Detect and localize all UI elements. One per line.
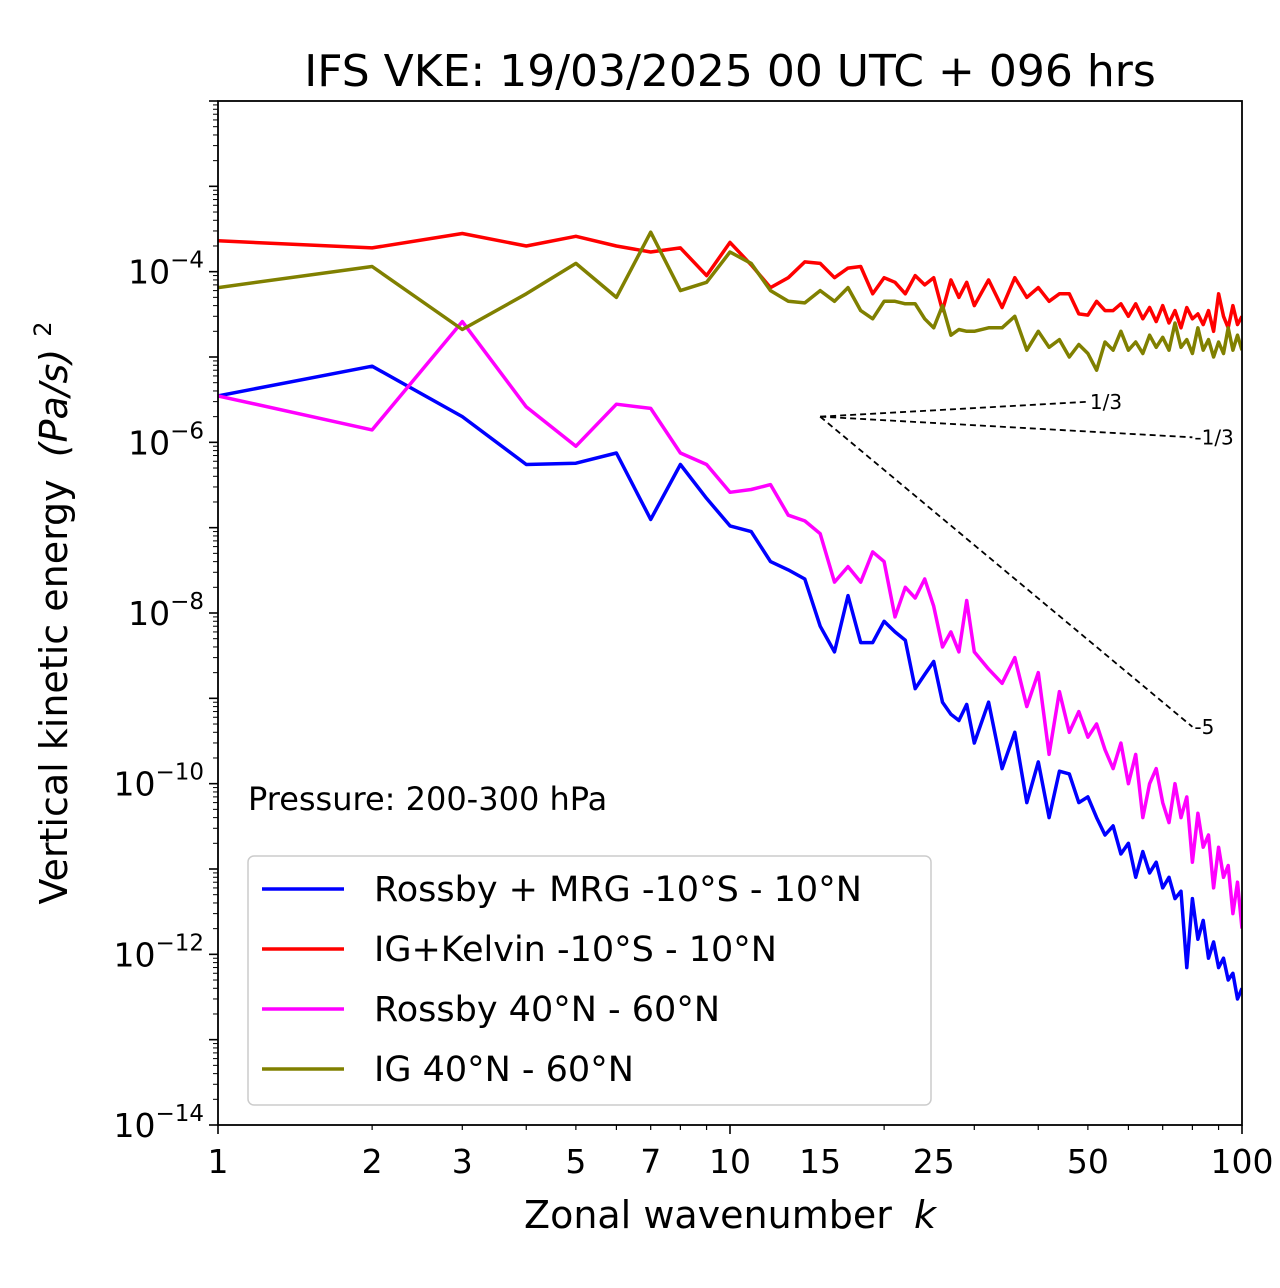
x-axis-label: Zonal wavenumber k: [524, 1193, 938, 1237]
reference-slopes: 1/3 -1/3 -5: [819, 390, 1234, 739]
y-tick-label: 10−14: [113, 1101, 204, 1145]
y-tick-label: 10−6: [128, 418, 204, 462]
y-axis-label-text: Vertical kinetic energy: [32, 479, 76, 904]
x-axis-label-text: Zonal wavenumber: [524, 1193, 892, 1237]
x-tick-label: 5: [565, 1142, 586, 1181]
slope-label-1: -1/3: [1194, 425, 1233, 449]
x-tick-label: 2: [362, 1142, 383, 1181]
y-tick-label: 10−4: [128, 248, 204, 292]
series-line-3: [218, 230, 1242, 372]
legend-label-0: Rossby + MRG -10°S - 10°N: [374, 870, 862, 910]
x-tick-label: 25: [913, 1142, 955, 1181]
slope-label-0: 1/3: [1090, 390, 1122, 414]
y-tick-label: 10−12: [113, 930, 204, 974]
pressure-annotation: Pressure: 200-300 hPa: [248, 780, 607, 818]
legend: Rossby + MRG -10°S - 10°N IG+Kelvin -10°S…: [247, 855, 932, 1106]
x-tick-label: 15: [799, 1142, 841, 1181]
x-tick-label: 7: [640, 1142, 661, 1181]
chart-title: IFS VKE: 19/03/2025 00 UTC + 096 hrs: [304, 46, 1156, 97]
x-tick-label: 50: [1067, 1142, 1109, 1181]
x-tick-label: 3: [452, 1142, 473, 1181]
legend-label-3: IG 40°N - 60°N: [374, 1050, 634, 1090]
x-axis-label-symbol: k: [914, 1193, 938, 1237]
series-line-1: [218, 231, 1242, 334]
series-line-2: [218, 319, 1242, 929]
x-tick-label: 10: [709, 1142, 751, 1181]
series-layer: [218, 230, 1242, 1001]
y-axis-label-units: (Pa/s): [32, 349, 76, 457]
slope-line-0: [820, 400, 1088, 418]
legend-entries: Rossby + MRG -10°S - 10°N IG+Kelvin -10°S…: [262, 870, 862, 1090]
series-line-0: [218, 364, 1242, 1001]
x-tick-label: 100: [1211, 1142, 1274, 1181]
slope-line-2: [819, 415, 1193, 728]
plot-frame: [217, 100, 1243, 1126]
slope-label-2: -5: [1194, 715, 1214, 739]
y-axis-label: Vertical kinetic energy (Pa/s) 2: [29, 321, 76, 904]
legend-label-1: IG+Kelvin -10°S - 10°N: [374, 930, 777, 970]
legend-label-2: Rossby 40°N - 60°N: [374, 990, 720, 1030]
y-tick-label: 10−10: [113, 760, 204, 804]
slope-line-1: [820, 415, 1193, 439]
tick-labels: 1 2 3 5 7 10 15 25 50 100 10−4 10−6 10−8 10−10 10−12 10…: [113, 248, 1273, 1181]
y-tick-label: 10−8: [128, 589, 204, 633]
x-tick-label: 1: [208, 1142, 229, 1181]
legend-box: [247, 855, 932, 1106]
y-axis-label-exponent: 2: [29, 321, 57, 336]
